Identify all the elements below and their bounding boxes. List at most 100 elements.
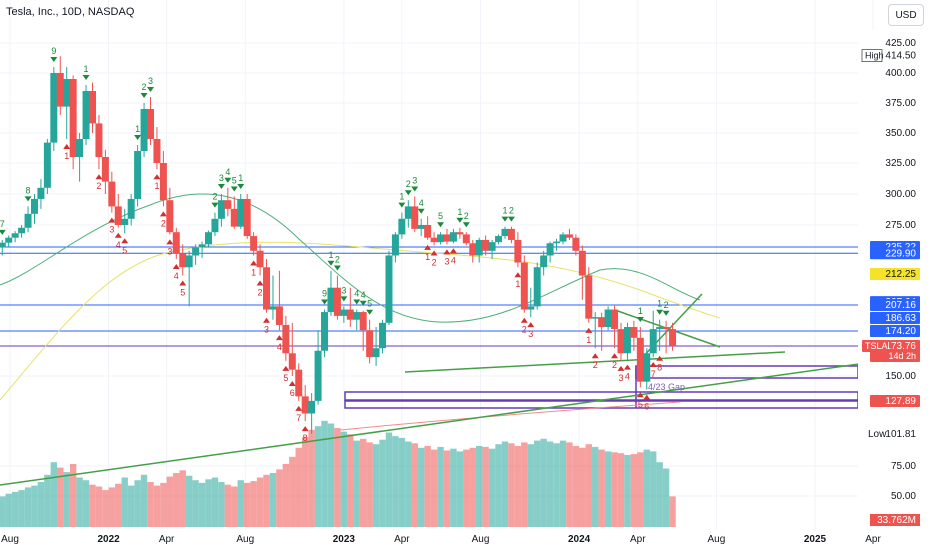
currency-button[interactable]: USD — [888, 4, 924, 26]
candle-body — [617, 329, 625, 354]
red-count-label: 5 — [283, 373, 288, 383]
green-count-label: 2 — [509, 206, 514, 216]
volume-bar — [263, 474, 270, 527]
volume-bar — [598, 449, 605, 527]
red-count-label: 4 — [116, 240, 121, 250]
red-triangle-marker — [643, 394, 651, 400]
candle-body — [250, 236, 258, 251]
green-triangle-marker — [366, 309, 374, 315]
green-triangle-marker — [636, 317, 644, 323]
candle-body — [198, 244, 206, 248]
green-triangle-marker — [147, 87, 155, 92]
green-count-label: 2 — [142, 82, 147, 92]
high-caption-box — [861, 49, 883, 62]
green-count-label: 1 — [638, 306, 643, 316]
green-count-label: 3 — [219, 173, 224, 183]
volume-bar — [463, 449, 470, 527]
candle-body — [275, 306, 283, 325]
time-tick-label: Apr — [394, 534, 410, 545]
volume-bar — [430, 449, 438, 527]
candle-body — [147, 109, 155, 139]
high-value-label: 414.50 — [885, 51, 916, 62]
volume-bar — [501, 441, 509, 527]
volume-bar — [469, 447, 476, 527]
volume-bar — [89, 484, 96, 527]
candle-body — [611, 309, 619, 330]
volume-bar — [372, 444, 380, 527]
volume-bar — [166, 476, 174, 527]
candle-body — [24, 213, 32, 228]
volume-bar — [624, 455, 631, 527]
red-triangle-marker — [443, 249, 451, 255]
red-triangle-marker — [95, 174, 103, 180]
time-tick-label: 2022 — [97, 534, 120, 545]
price-level-tag — [870, 247, 920, 260]
candle-body — [475, 239, 483, 256]
candle-body — [385, 255, 393, 323]
red-count-label: 2 — [161, 218, 166, 228]
candle-body — [507, 228, 515, 240]
red-triangle-marker — [514, 272, 522, 278]
volume-bar — [398, 437, 406, 527]
candle-body — [533, 267, 541, 307]
volume-bar — [405, 441, 412, 527]
green-count-label: 8 — [26, 185, 31, 195]
green-count-label: 3 — [148, 76, 153, 86]
price-level-value: 207.16 — [885, 300, 916, 311]
time-tick-label: 2024 — [568, 534, 591, 545]
candle-body — [95, 123, 103, 157]
volume-bar — [31, 485, 38, 527]
candle-body — [50, 73, 58, 143]
red-triangle-marker — [617, 365, 625, 371]
candle-body — [114, 206, 122, 225]
green-count-label: 1 — [399, 192, 404, 202]
price-tick-label: 400.00 — [885, 68, 916, 79]
red-triangle-marker — [430, 250, 438, 256]
time-tick-label: Aug — [472, 534, 490, 545]
red-count-label: 1 — [251, 267, 256, 277]
green-triangle-marker — [327, 260, 335, 266]
candle-body — [5, 237, 13, 243]
volume-value-tag — [870, 514, 920, 526]
candle-body — [643, 353, 651, 382]
volume-bar — [50, 462, 58, 527]
volume-bar — [82, 480, 90, 527]
green-triangle-marker — [24, 196, 32, 202]
volume-bar — [276, 469, 283, 527]
price-tick-label: 275.00 — [885, 220, 916, 231]
candle-body — [295, 369, 303, 397]
candle-body — [482, 239, 490, 251]
red-count-label: 6 — [644, 402, 649, 412]
volume-bar — [604, 451, 612, 527]
price-tick-label: 75.00 — [891, 461, 916, 472]
red-triangle-marker — [159, 211, 167, 217]
green-count-label: 1 — [84, 64, 89, 74]
red-count-label: 4 — [625, 372, 630, 382]
volume-bar — [385, 432, 393, 527]
candle-body — [37, 187, 45, 199]
chart-title: Tesla, Inc., 10D, NASDAQ — [6, 6, 135, 18]
volume-bar — [662, 468, 670, 527]
red-triangle-marker — [179, 280, 187, 286]
candle-body — [308, 400, 316, 414]
volume-bar — [366, 442, 373, 527]
volume-bar — [179, 470, 186, 527]
volume-bar — [295, 447, 302, 527]
trend-line — [639, 293, 703, 361]
candle-body — [327, 287, 335, 313]
red-count-label: 2 — [522, 325, 527, 335]
candle-body — [630, 327, 638, 338]
volume-bar — [650, 451, 657, 527]
price-level-tag — [870, 268, 920, 280]
candle-body — [591, 317, 599, 319]
red-triangle-marker — [295, 405, 303, 411]
candle-body — [121, 218, 129, 225]
candles — [0, 56, 677, 434]
gap-label: 4/23 Gap — [648, 382, 685, 392]
candle-body — [585, 275, 593, 319]
red-triangle-marker — [591, 353, 599, 359]
price-level-tag — [870, 312, 920, 324]
price-tick-label: 50.00 — [891, 491, 916, 502]
trend-line — [404, 351, 786, 373]
